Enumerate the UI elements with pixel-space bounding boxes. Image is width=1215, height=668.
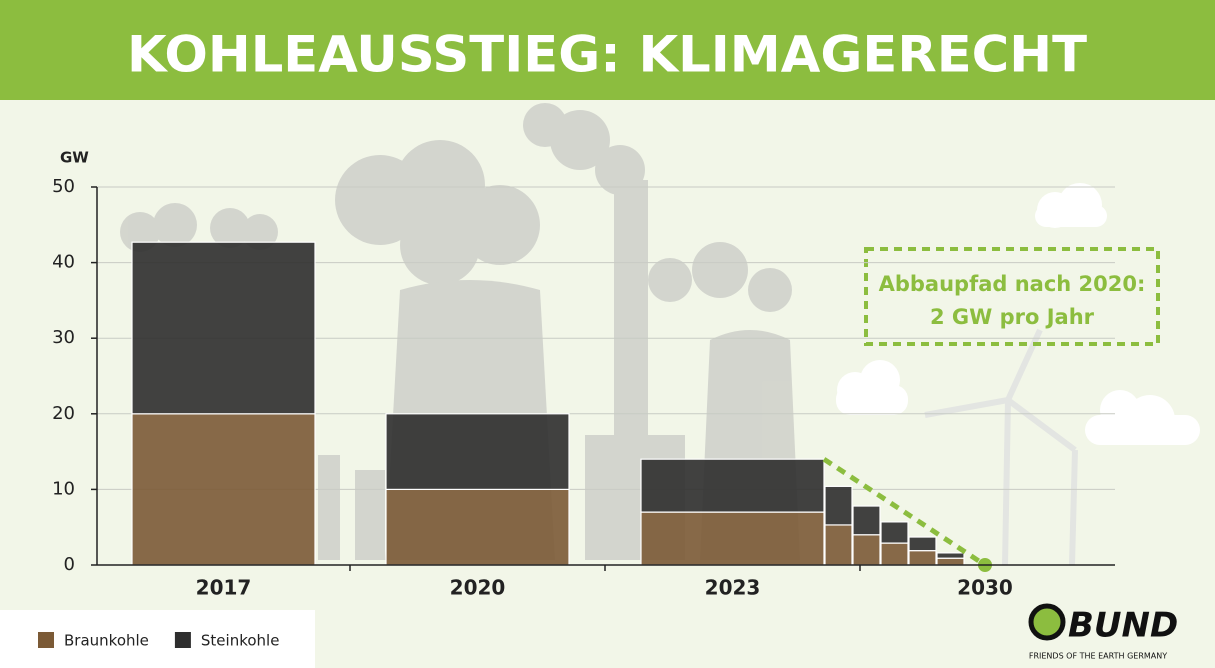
annotation: 2 GW pro Jahr <box>930 305 1095 329</box>
chart: KOHLEAUSSTIEG: KLIMAGERECHT GW Abbaupfad… <box>0 0 1215 668</box>
y-tick-label: 10 <box>52 478 75 499</box>
x-tick-label: 2020 <box>450 576 506 600</box>
bar-segment <box>853 535 880 565</box>
bar-segment <box>132 242 315 414</box>
y-tick-label: 20 <box>52 403 75 424</box>
bar-segment <box>881 522 908 543</box>
x-tick-label: 2023 <box>705 576 761 600</box>
y-tick-label: 30 <box>52 327 75 348</box>
y-axis-label: GW <box>60 149 89 167</box>
legend-label: Steinkohle <box>201 632 280 650</box>
y-tick-label: 50 <box>52 176 75 197</box>
bar-segment <box>132 414 315 565</box>
bar-segment <box>853 506 880 535</box>
bar-segment <box>641 512 824 565</box>
bar-segment <box>825 525 852 565</box>
annotation: Abbaupfad nach 2020: <box>879 272 1146 296</box>
legend-swatch <box>38 632 54 648</box>
bar-segment <box>937 558 964 565</box>
bar-segment <box>825 486 852 525</box>
legend-label: Braunkohle <box>64 632 149 650</box>
chart-title: KOHLEAUSSTIEG: KLIMAGERECHT <box>127 26 1087 84</box>
bar-segment <box>881 543 908 565</box>
x-tick-label: 2030 <box>957 576 1013 600</box>
bar-segment <box>937 553 964 558</box>
bar-segment <box>641 459 824 512</box>
bar-segment <box>386 489 569 565</box>
bar-segment <box>386 414 569 490</box>
bar-segment <box>909 537 936 551</box>
logo: BUND FRIENDS OF THE EARTH GERMANY <box>1029 606 1178 661</box>
bar-segment <box>909 551 936 565</box>
x-tick-label: 2017 <box>196 576 252 600</box>
legend-swatch <box>175 632 191 648</box>
logo-name: BUND <box>1068 606 1178 646</box>
y-tick-label: 40 <box>52 252 75 273</box>
y-tick-label: 0 <box>64 554 75 575</box>
logo-tagline: FRIENDS OF THE EARTH GERMANY <box>1029 652 1167 661</box>
